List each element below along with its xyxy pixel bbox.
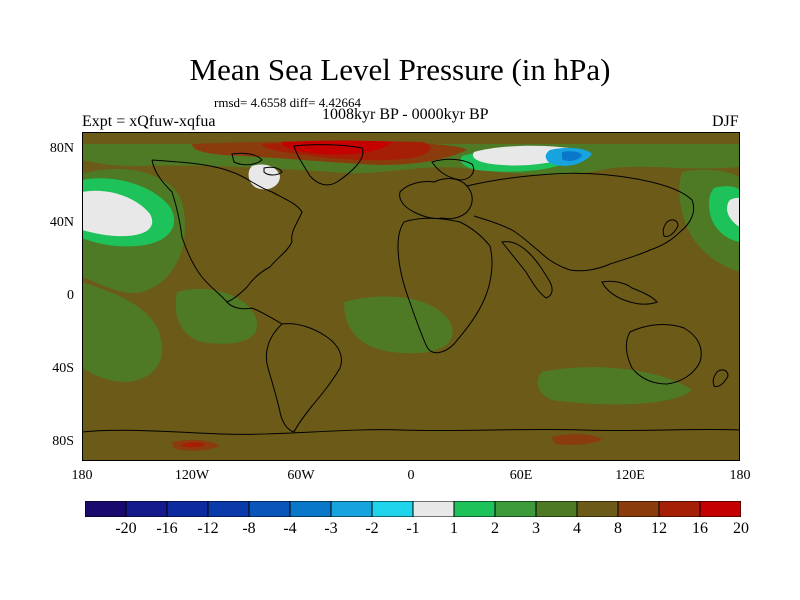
south-atlantic-green-region	[344, 296, 453, 354]
lat-label-80n: 80N	[49, 141, 74, 156]
lon-label-120w: 120W	[174, 468, 210, 483]
colorbar-swatch	[371, 501, 414, 517]
period-label: 1008kyr BP - 0000kyr BP	[322, 106, 489, 123]
north-america-west-coast	[151, 159, 228, 303]
colorbar-swatch	[658, 501, 701, 517]
colorbar-swatch	[85, 501, 127, 517]
chart-title: Mean Sea Level Pressure (in hPa)	[189, 52, 611, 87]
colorbar-swatch	[494, 501, 537, 517]
siberia-blue	[562, 151, 582, 161]
australia-coast	[625, 324, 702, 385]
lon-label-120e: 120E	[615, 468, 645, 483]
lat-label-40s: 40S	[52, 361, 74, 376]
colorbar-label: 4	[573, 520, 581, 537]
pressure-map	[82, 132, 740, 461]
arabia-india-coast	[501, 241, 553, 299]
scandinavia-coast	[431, 158, 475, 181]
antarctic-orange-patch-2	[552, 434, 602, 445]
colorbar-swatch	[699, 501, 741, 517]
colorbar-swatch	[330, 501, 373, 517]
lat-label-40n: 40N	[49, 215, 74, 230]
colorbar-label: -8	[242, 520, 256, 537]
colorbar-label: 12	[651, 520, 667, 537]
colorbar-swatch	[617, 501, 660, 517]
negative-regions	[545, 147, 592, 166]
colorbar-label: -3	[324, 520, 338, 537]
greenland-coast	[293, 144, 364, 186]
west-pacific-green-region	[175, 288, 258, 344]
colorbar-label: -16	[156, 520, 178, 537]
east-pacific-green-region	[82, 282, 163, 382]
greenland-white	[248, 164, 280, 190]
north-america-coast	[151, 159, 303, 325]
asia-coast	[466, 172, 695, 272]
colorbar-swatch	[453, 501, 496, 517]
colorbar-swatch	[289, 501, 332, 517]
map-frame	[82, 132, 740, 461]
africa-coast	[397, 217, 493, 354]
lon-label-60w: 60W	[287, 468, 315, 483]
stats-text: rmsd= 4.6558 diff= 4.42664	[214, 95, 361, 110]
colorbar-label: 20	[733, 520, 749, 537]
arctic-bright-red	[282, 140, 392, 155]
southern-ocean-green-region	[537, 367, 692, 405]
europe-coast	[399, 178, 473, 220]
colorbar-label: -4	[283, 520, 297, 537]
colorbar-label: 1	[450, 520, 458, 537]
japan-coast	[662, 219, 679, 237]
lon-label-60e: 60E	[509, 468, 533, 483]
colorbar-label: -12	[197, 520, 219, 537]
lon-label-0: 0	[407, 468, 415, 483]
colorbar-swatch	[125, 501, 168, 517]
colorbar-label: 16	[692, 520, 708, 537]
south-america-coast	[265, 323, 342, 433]
colorbar-label: 8	[614, 520, 622, 537]
colorbar-label: -1	[406, 520, 420, 537]
southeast-asia-islands	[601, 280, 658, 305]
colorbar-swatch	[248, 501, 291, 517]
new-zealand-coast	[712, 369, 729, 387]
colorbar-swatch	[166, 501, 209, 517]
colorbar-swatch	[535, 501, 578, 517]
colorbar-swatch	[412, 501, 455, 517]
lon-label-180e: 180	[729, 468, 751, 483]
colorbar-swatch	[576, 501, 619, 517]
experiment-label: Expt = xQfuw-xqfua	[82, 113, 216, 130]
lat-label-0: 0	[67, 288, 74, 303]
antarctica-coast	[82, 428, 740, 435]
positive-regions	[172, 140, 602, 451]
colorbar-label: 3	[532, 520, 540, 537]
lon-label-180w: 180	[71, 468, 93, 483]
canadian-archipelago	[231, 152, 283, 176]
colorbar	[85, 501, 741, 517]
east-pacific-white	[727, 197, 740, 227]
lat-label-80s: 80S	[52, 434, 74, 449]
north-pacific-white	[82, 190, 153, 237]
coastlines	[82, 144, 740, 435]
season-label: DJF	[712, 113, 739, 130]
colorbar-label: 2	[491, 520, 499, 537]
colorbar-label: -2	[365, 520, 379, 537]
antarctic-red-patch	[182, 442, 206, 448]
colorbar-swatch	[207, 501, 250, 517]
colorbar-label: -20	[115, 520, 137, 537]
